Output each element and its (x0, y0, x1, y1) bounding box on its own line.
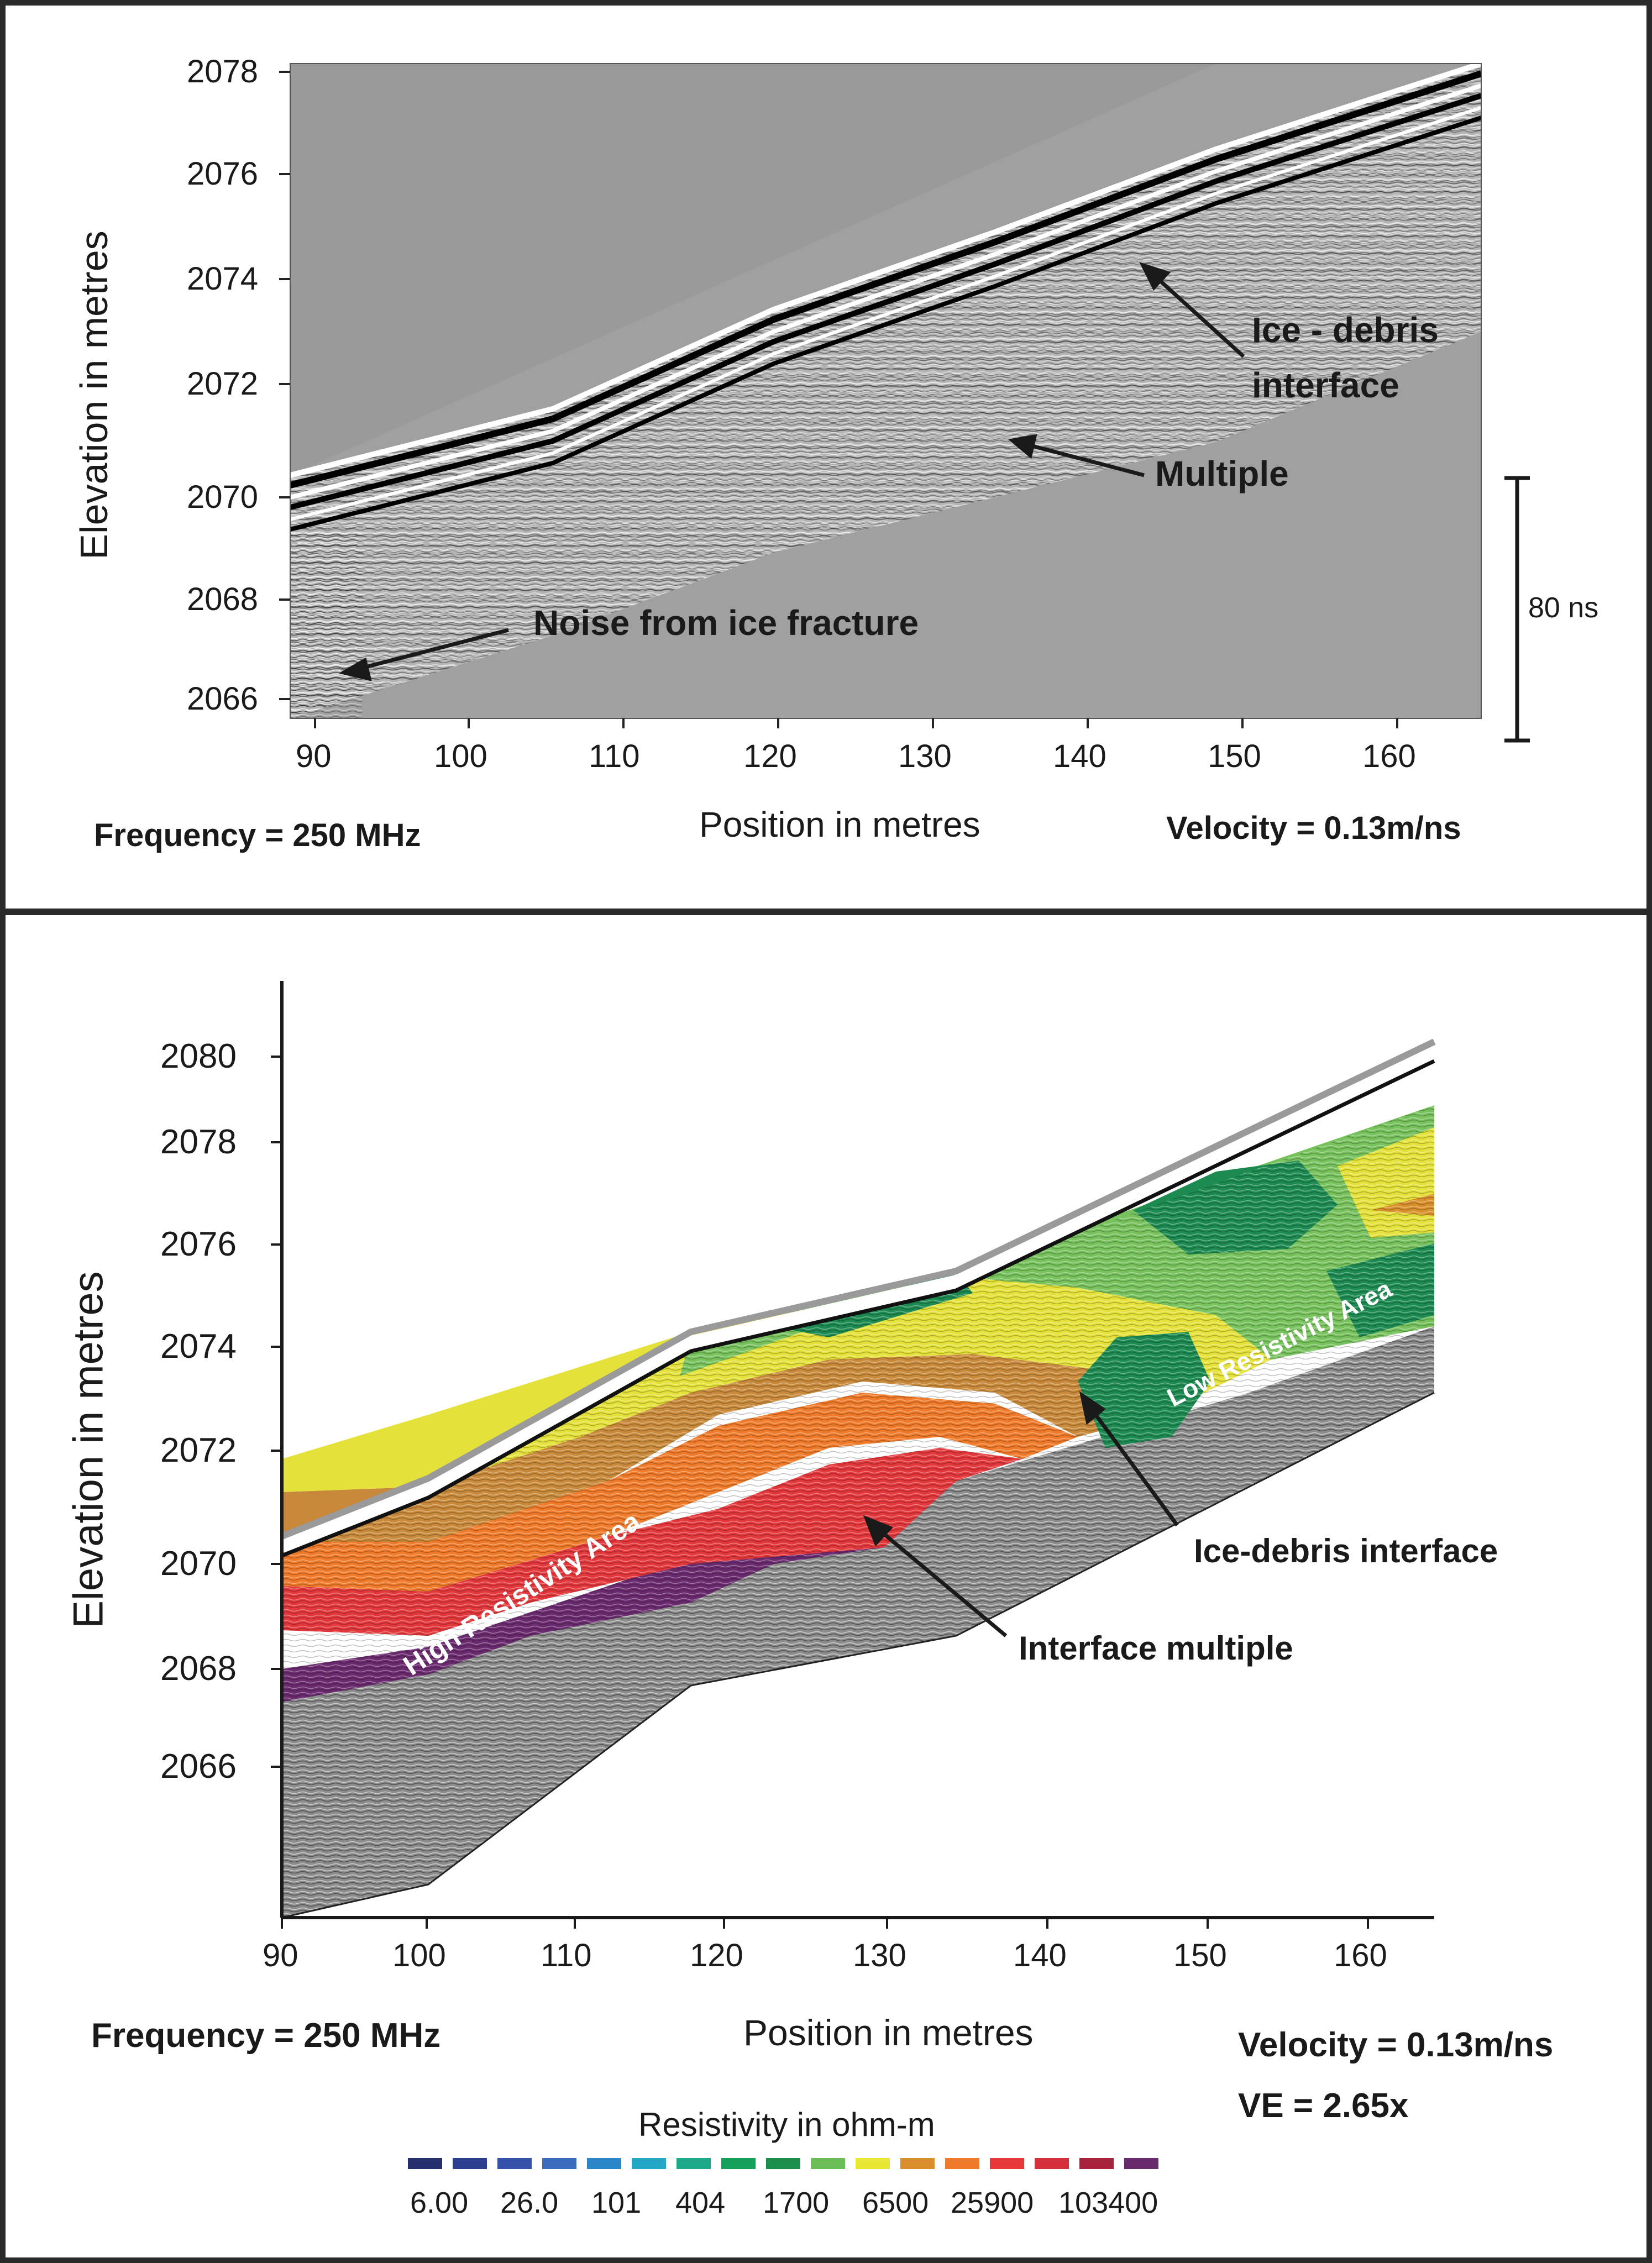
legend-swatch (453, 2158, 487, 2169)
annotation-noise: Noise from ice fracture (533, 603, 919, 643)
bottom-x-tick: 150 (1173, 1938, 1227, 1973)
top-annotation-arrows (338, 262, 1245, 681)
legend-swatch (542, 2158, 576, 2169)
panel-divider (0, 909, 1652, 915)
top-x-tick: 130 (898, 738, 952, 774)
legend-swatches (408, 2158, 1158, 2169)
legend-swatch (497, 2158, 532, 2169)
legend-swatch (856, 2158, 890, 2169)
legend-label: 103400 (1058, 2186, 1158, 2219)
annotation-ice-debris-line2: interface (1252, 365, 1399, 405)
bottom-x-tick: 160 (1334, 1938, 1387, 1973)
bottom-x-axis-label: Position in metres (743, 2012, 1034, 2053)
top-radargram (290, 63, 1482, 719)
top-x-tick: 160 (1362, 738, 1416, 774)
top-y-tick: 2070 (187, 479, 259, 515)
top-x-axis-label: Position in metres (699, 805, 980, 844)
scale-bar (1504, 476, 1530, 743)
legend-swatch (990, 2158, 1024, 2169)
legend-swatch (1079, 2158, 1114, 2169)
legend-swatch (811, 2158, 845, 2169)
bottom-y-tick: 2068 (160, 1650, 237, 1688)
bottom-y-tick: 2070 (160, 1545, 237, 1583)
legend-label: 404 (675, 2186, 726, 2219)
bottom-section (279, 1038, 1438, 1919)
legend-label: 6500 (862, 2186, 929, 2219)
legend-swatch (721, 2158, 756, 2169)
top-y-tick: 2074 (187, 261, 259, 297)
scale-bar-label: 80 ns (1528, 592, 1599, 624)
bottom-x-tick: 90 (263, 1938, 298, 1973)
top-y-tick-marks (279, 71, 290, 700)
bottom-annotation-arrows (863, 1391, 1179, 1637)
top-velocity: Velocity = 0.13m/ns (1166, 810, 1461, 846)
legend-swatch (632, 2158, 666, 2169)
bottom-y-tick: 2066 (160, 1747, 237, 1786)
legend-swatch (900, 2158, 935, 2169)
annotation-ice-debris: Ice - debris (1252, 310, 1439, 350)
legend-swatch (1035, 2158, 1069, 2169)
bottom-y-tick: 2072 (160, 1431, 237, 1469)
legend-label: 1700 (763, 2186, 830, 2219)
bottom-frequency: Frequency = 250 MHz (91, 2017, 441, 2055)
top-x-tick: 100 (434, 738, 487, 774)
bottom-x-tick: 140 (1013, 1938, 1067, 1973)
top-y-tick: 2072 (187, 366, 259, 402)
bottom-y-axis-label: Elevation in metres (65, 1271, 112, 1629)
legend-swatch (676, 2158, 711, 2169)
legend-swatch (1124, 2158, 1158, 2169)
top-x-tick-marks (314, 718, 1398, 728)
bottom-x-tick: 130 (853, 1938, 906, 1973)
bottom-axes (280, 981, 1434, 1919)
top-y-tick: 2066 (187, 681, 259, 717)
bottom-y-tick: 2074 (160, 1327, 237, 1366)
top-x-tick: 150 (1208, 738, 1261, 774)
bottom-y-tick: 2078 (160, 1123, 237, 1161)
bottom-y-tick: 2080 (160, 1037, 237, 1075)
legend-label: 6.00 (410, 2186, 469, 2219)
top-frequency: Frequency = 250 MHz (94, 817, 421, 853)
top-x-tick: 120 (743, 738, 797, 774)
top-x-tick: 110 (589, 738, 640, 774)
top-y-tick: 2068 (187, 581, 259, 617)
legend-swatch (587, 2158, 621, 2169)
legend-swatch (945, 2158, 979, 2169)
legend-swatch (408, 2158, 442, 2169)
legend-title: Resistivity in ohm-m (638, 2106, 935, 2143)
bottom-velocity: Velocity = 0.13m/ns (1238, 2026, 1554, 2064)
legend-label: 101 (591, 2186, 642, 2219)
bottom-x-tick: 100 (392, 1938, 446, 1973)
bottom-tick-marks (271, 1056, 1369, 1929)
bottom-x-tick: 120 (690, 1938, 743, 1973)
top-y-axis-label: Elevation in metres (72, 230, 116, 560)
legend-label: 26.0 (500, 2186, 559, 2219)
annotation-multiple: Multiple (1155, 454, 1289, 493)
top-y-tick: 2076 (187, 156, 259, 192)
top-x-tick: 90 (296, 738, 332, 774)
annotation-interface-multiple: Interface multiple (1019, 1630, 1293, 1667)
top-y-tick: 2078 (187, 54, 259, 90)
bottom-y-tick: 2076 (160, 1225, 237, 1263)
annotation-ice-debris-interface: Ice-debris interface (1194, 1532, 1498, 1569)
bottom-x-tick: 110 (541, 1938, 592, 1973)
ve-label: VE = 2.65x (1238, 2087, 1409, 2125)
legend-label: 25900 (951, 2186, 1034, 2219)
legend-swatch (766, 2158, 800, 2169)
top-x-tick: 140 (1053, 738, 1106, 774)
